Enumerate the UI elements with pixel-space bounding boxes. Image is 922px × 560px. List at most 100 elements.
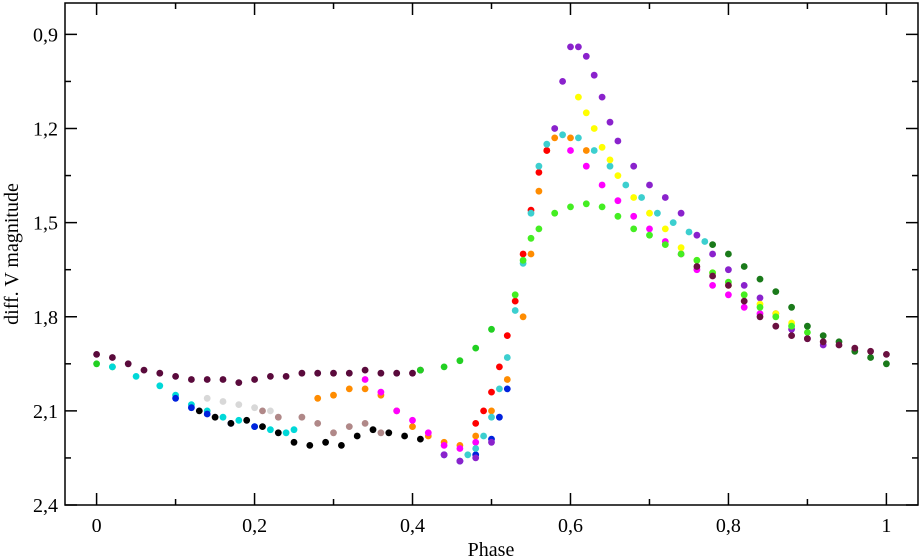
data-point	[314, 394, 322, 402]
data-point	[527, 250, 535, 258]
data-point	[290, 426, 298, 434]
data-point	[725, 250, 732, 258]
data-point	[567, 134, 574, 142]
data-point	[219, 398, 227, 405]
data-point	[709, 250, 716, 258]
data-point	[219, 376, 227, 383]
data-point	[661, 225, 669, 233]
data-point	[503, 376, 511, 383]
data-point	[614, 212, 622, 220]
data-point	[503, 332, 511, 339]
x-tick-label: 0,6	[558, 515, 583, 537]
data-point	[756, 303, 764, 311]
data-point	[377, 429, 385, 437]
data-point	[867, 347, 874, 355]
data-point	[314, 369, 322, 377]
data-point	[259, 407, 266, 415]
data-point	[551, 209, 559, 217]
y-tick-label: 1,8	[33, 307, 58, 329]
data-point	[646, 231, 653, 239]
data-point	[590, 147, 598, 154]
data-point	[456, 357, 464, 365]
data-point	[543, 140, 551, 148]
data-point	[109, 354, 116, 361]
data-point	[582, 162, 590, 170]
data-point	[614, 137, 622, 145]
data-point	[417, 435, 424, 443]
data-point	[535, 187, 543, 195]
data-point	[575, 93, 582, 101]
data-point	[582, 52, 590, 60]
data-point	[519, 250, 527, 258]
data-point	[701, 238, 709, 245]
data-point	[614, 172, 622, 180]
data-point	[345, 423, 353, 430]
data-point	[156, 369, 164, 377]
data-point	[646, 225, 653, 233]
data-point	[377, 369, 385, 377]
data-point	[503, 385, 511, 393]
y-axis-tick-labels: 0,9 1,2 1,5 1,8 2,1 2,4	[33, 24, 58, 517]
data-point	[251, 404, 258, 412]
data-point	[93, 351, 100, 358]
data-point	[677, 244, 685, 252]
data-point	[685, 228, 693, 236]
data-point	[274, 413, 282, 421]
data-point	[598, 93, 606, 101]
data-point	[725, 291, 732, 299]
data-point	[606, 156, 614, 164]
data-point	[567, 147, 574, 154]
data-point	[409, 369, 416, 377]
data-point	[693, 231, 701, 239]
data-point	[788, 322, 795, 330]
data-point	[440, 442, 448, 449]
data-point	[756, 313, 764, 321]
data-point	[132, 373, 140, 380]
x-tick-label: 0,2	[242, 515, 267, 537]
data-point	[227, 420, 235, 427]
axis-ticks	[65, 3, 918, 506]
data-point	[582, 200, 590, 208]
data-point	[851, 344, 859, 352]
data-point	[867, 354, 874, 361]
data-point	[804, 335, 811, 343]
y-tick-label: 1,2	[33, 119, 58, 141]
x-axis-tick-labels: 0 0,2 0,4 0,6 0,8 1	[92, 515, 892, 537]
data-point	[646, 209, 653, 217]
data-point	[567, 203, 574, 211]
data-point	[740, 282, 748, 289]
data-point	[298, 413, 306, 421]
data-point	[353, 432, 361, 440]
data-point	[709, 241, 716, 249]
data-point	[575, 134, 582, 142]
data-point	[630, 162, 638, 170]
data-point	[488, 325, 495, 333]
data-point	[361, 385, 369, 393]
data-point	[259, 423, 266, 430]
data-point	[188, 404, 195, 412]
data-point	[496, 363, 503, 371]
data-point	[424, 429, 432, 437]
data-point	[464, 451, 472, 459]
data-point	[725, 266, 732, 274]
data-point	[535, 225, 543, 233]
data-point	[456, 445, 464, 452]
data-point	[267, 373, 274, 380]
data-point	[267, 407, 274, 415]
data-point	[488, 388, 495, 396]
data-points	[93, 43, 890, 465]
data-point	[243, 416, 251, 424]
data-point	[322, 438, 329, 446]
data-point	[582, 109, 590, 117]
data-point	[559, 131, 566, 139]
data-point	[740, 303, 748, 311]
data-point	[535, 162, 543, 170]
data-point	[677, 250, 685, 258]
data-point	[203, 394, 211, 402]
data-point	[543, 147, 551, 154]
data-point	[251, 423, 258, 430]
data-point	[567, 43, 574, 51]
data-point	[188, 376, 195, 383]
data-point	[598, 143, 606, 151]
